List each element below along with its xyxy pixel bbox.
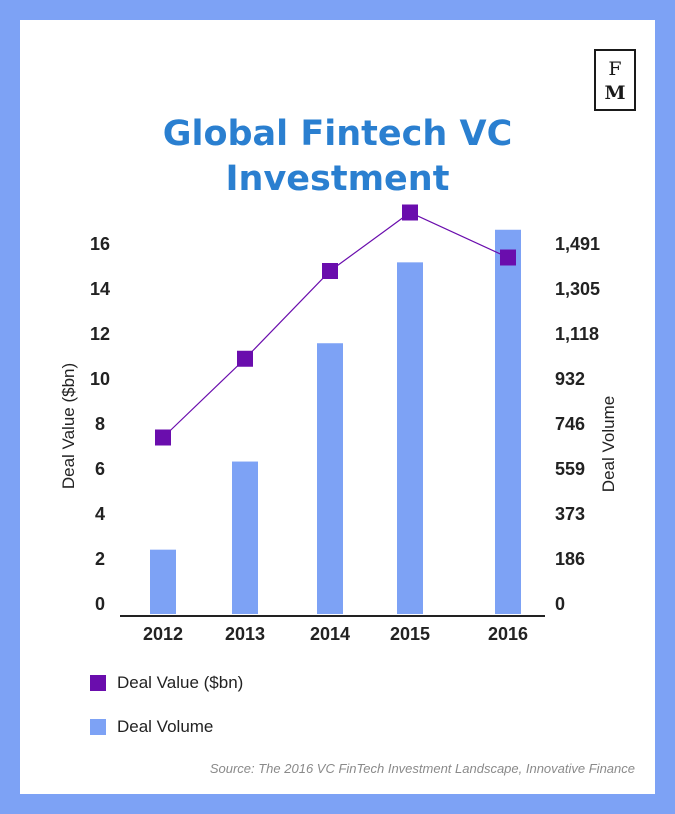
marker-deal-value-2014 [322,263,338,279]
logo-letter-f: F [608,58,622,80]
legend-label-deal-volume: Deal Volume [117,717,214,736]
y-tick-right: 1,491 [555,234,600,254]
fm-logo: F M [594,49,636,111]
legend-label-deal-value: Deal Value ($bn) [117,673,244,692]
y-tick-left: 10 [90,369,110,389]
marker-deal-value-2015 [402,204,418,221]
bar-deal-volume-2016 [495,229,521,615]
y-tick-left: 8 [95,414,105,434]
y-tick-left: 14 [90,279,110,299]
y-tick-left: 0 [95,594,105,614]
chart-title-line-1: Global Fintech VC [162,114,513,154]
marker-deal-value-2013 [237,350,253,367]
y-tick-right: 373 [555,504,585,524]
logo-letter-m: M [604,82,626,104]
bar-deal-volume-2015 [397,262,423,614]
y-axis-title-right: Deal Volume [599,396,618,492]
line-series-deal-value [155,204,516,446]
y-tick-left: 6 [95,459,105,479]
chart-axes: 0 2 4 6 8 10 12 14 16 0 186 373 559 746 932 1,118 1,305 1… [59,234,618,644]
legend-swatch-deal-volume [90,719,106,735]
y-tick-left: 12 [90,324,110,344]
y-axis-title-left: Deal Value ($bn) [59,363,78,489]
legend-swatch-deal-value [90,675,106,691]
chart-title: Global Fintech VC Investment [0,112,675,202]
y-tick-right: 746 [555,414,585,434]
x-tick-label: 2014 [310,624,350,644]
y-tick-right: 559 [555,459,585,479]
x-tick-label: 2016 [488,624,528,644]
marker-deal-value-2012 [155,429,171,446]
chart-title-line-2: Investment [225,159,450,199]
source-note: Source: The 2016 VC FinTech Investment L… [209,761,635,776]
bar-deal-volume-2014 [317,343,343,614]
y-tick-right: 932 [555,369,585,389]
marker-deal-value-2016 [500,249,516,266]
y-tick-right: 186 [555,549,585,569]
y-tick-right: 1,305 [555,279,600,299]
bar-series-deal-volume [150,229,521,615]
y-tick-left: 16 [90,234,110,254]
y-tick-left: 4 [95,504,105,524]
bar-deal-volume-2013 [232,461,258,614]
x-tick-label: 2012 [143,624,183,644]
x-tick-label: 2015 [390,624,430,644]
bar-deal-volume-2012 [150,549,176,614]
y-tick-right: 1,118 [555,324,599,344]
x-tick-label: 2013 [225,624,265,644]
y-tick-right: 0 [555,594,565,614]
y-tick-left: 2 [95,549,105,569]
